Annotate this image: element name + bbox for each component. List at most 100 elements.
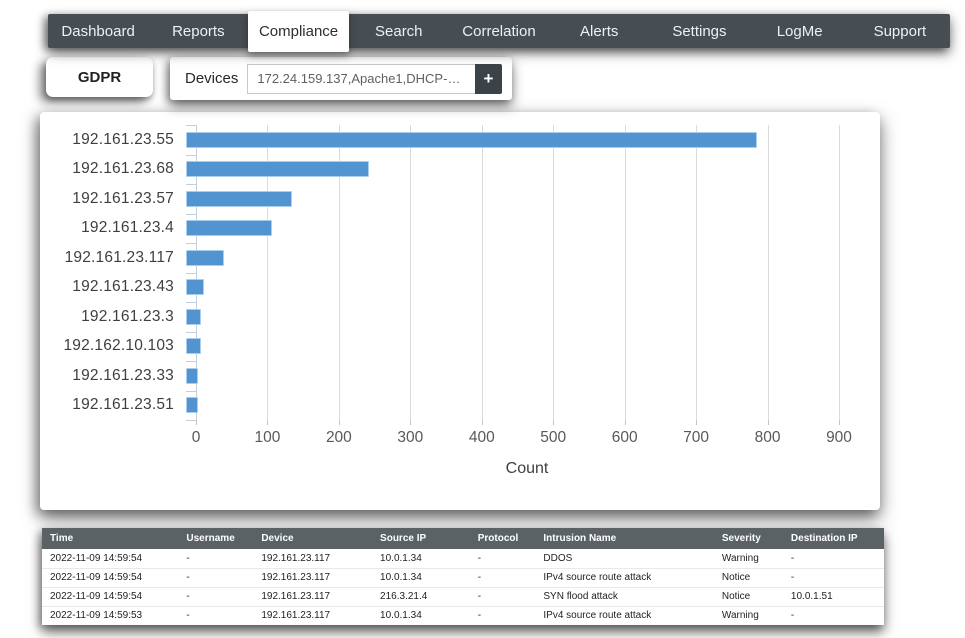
bar-track (185, 302, 868, 332)
table-cell: - (178, 568, 254, 588)
chart-row: 192.161.23.68 (40, 155, 868, 185)
category-label: 192.161.23.3 (81, 307, 174, 325)
chart-row: 192.162.10.103 (40, 332, 868, 362)
y-axis-tick (186, 184, 196, 185)
category-label: 192.161.23.51 (72, 396, 174, 414)
devices-input-group: + (247, 63, 502, 94)
category-label: 192.161.23.4 (81, 219, 174, 237)
x-tick-label: 0 (191, 429, 201, 446)
bar (186, 279, 204, 295)
table-cell: DDOS (535, 549, 714, 569)
table-cell: SYN flood attack (535, 587, 714, 607)
tab-dashboard[interactable]: Dashboard (61, 22, 135, 40)
table-cell: - (178, 606, 254, 625)
table-cell: - (469, 549, 536, 569)
tab-logme[interactable]: LogMe (776, 22, 823, 40)
tab-search[interactable]: Search (375, 22, 423, 40)
tab-settings[interactable]: Settings (672, 22, 727, 40)
table-cell: - (782, 568, 884, 588)
y-axis-tick (186, 125, 196, 126)
x-axis-tick (624, 420, 626, 425)
gridline-900 (839, 125, 840, 420)
gridline-300 (410, 125, 412, 420)
gridline-100 (267, 125, 269, 420)
gridline-600 (624, 125, 626, 420)
tab-alerts[interactable]: Alerts (580, 22, 619, 40)
y-axis-tick (186, 213, 196, 215)
table-cell: - (469, 587, 536, 607)
column-header-severity: Severity (713, 528, 783, 549)
category-label: 192.161.23.68 (72, 160, 174, 178)
gridline-500 (553, 125, 555, 420)
y-axis-line (196, 125, 197, 425)
x-tick-label: 500 (540, 429, 567, 446)
table-row[interactable]: 2022-11-09 14:59:54-192.161.23.117 10.0.1… (42, 549, 884, 569)
table-row[interactable]: 2022-11-09 14:59:53-192.161.23.117 10.0.1… (42, 606, 884, 625)
table-cell: - (782, 606, 884, 625)
bar-track (185, 273, 868, 303)
x-tick-label: 200 (325, 429, 352, 446)
category-label: 192.162.10.103 (63, 337, 174, 355)
gridline-700 (696, 125, 698, 420)
bar (186, 190, 293, 207)
table-cell: - (178, 587, 254, 607)
y-axis-tick (186, 390, 196, 392)
category-label: 192.161.23.57 (72, 189, 174, 207)
table-cell: - (782, 549, 884, 569)
tab-reports[interactable]: Reports (172, 22, 225, 40)
x-tick-label: 800 (754, 429, 781, 446)
y-axis-tick (186, 272, 196, 274)
column-header-time: Time (42, 528, 179, 549)
bar-track (185, 184, 868, 214)
devices-input[interactable] (247, 63, 475, 94)
tab-support[interactable]: Support (873, 22, 927, 40)
x-tick-label: 700 (683, 429, 710, 446)
bar-track (185, 125, 868, 155)
bar-track (185, 332, 868, 362)
table-cell: 192.161.23.117 (253, 587, 373, 607)
bar (186, 249, 224, 266)
table-cell: 192.161.23.117 (253, 606, 373, 625)
chart-row: 192.161.23.43 (40, 273, 868, 303)
y-axis-tick (186, 331, 196, 333)
bar (186, 161, 370, 177)
column-header-protocol: Protocol (469, 528, 536, 549)
table-row[interactable]: 2022-11-09 14:59:54-192.161.23.117 216.3.… (42, 587, 884, 607)
x-tick-label: 400 (468, 429, 495, 446)
chart-row: 192.161.23.3 (40, 302, 868, 332)
x-tick-label: 600 (611, 429, 638, 446)
chart-row: 192.161.23.117 (40, 243, 868, 273)
category-label: 192.161.23.33 (72, 366, 174, 384)
intrusion-events-table: Time Username Device Source IP Protocol Intru… (42, 528, 884, 625)
table-row[interactable]: 2022-11-09 14:59:54-192.161.23.117 10.0.1… (42, 568, 884, 588)
chart-row: 192.161.23.55 (40, 125, 868, 155)
bar (186, 397, 198, 413)
x-tick-label: 900 (826, 429, 852, 446)
bar-track (185, 361, 868, 391)
y-axis-tick (186, 243, 196, 244)
gridline-800 (767, 125, 769, 420)
y-axis-tick (186, 420, 196, 421)
tab-correlation[interactable]: Correlation (462, 22, 536, 40)
tab-compliance[interactable]: Compliance (248, 11, 349, 52)
bar (186, 220, 273, 236)
intrusion-count-chart: 192.161.23.55 192.161.23.68 192.161.23.57 1… (40, 112, 880, 510)
table-cell: 2022-11-09 14:59:54 (42, 587, 179, 607)
y-axis-tick (186, 361, 196, 362)
table-cell: IPv4 source route attack (535, 606, 714, 625)
table-cell: - (469, 568, 536, 588)
column-header-destination-ip: Destination IP (782, 528, 884, 549)
table-cell: 10.0.1.34 (372, 568, 470, 588)
gdpr-button[interactable]: GDPR (46, 57, 153, 97)
category-label: 192.161.23.55 (72, 130, 174, 148)
bar-track (185, 243, 868, 273)
devices-label: Devices (185, 70, 239, 87)
add-device-button[interactable]: + (475, 63, 502, 94)
chart-row: 192.161.23.4 (40, 214, 868, 244)
table-cell: Notice (713, 568, 783, 588)
bar-track (185, 155, 868, 185)
bar (186, 308, 201, 325)
chart-body: 192.161.23.55 192.161.23.68 192.161.23.57 1… (40, 112, 880, 510)
x-axis-tick (338, 420, 340, 425)
